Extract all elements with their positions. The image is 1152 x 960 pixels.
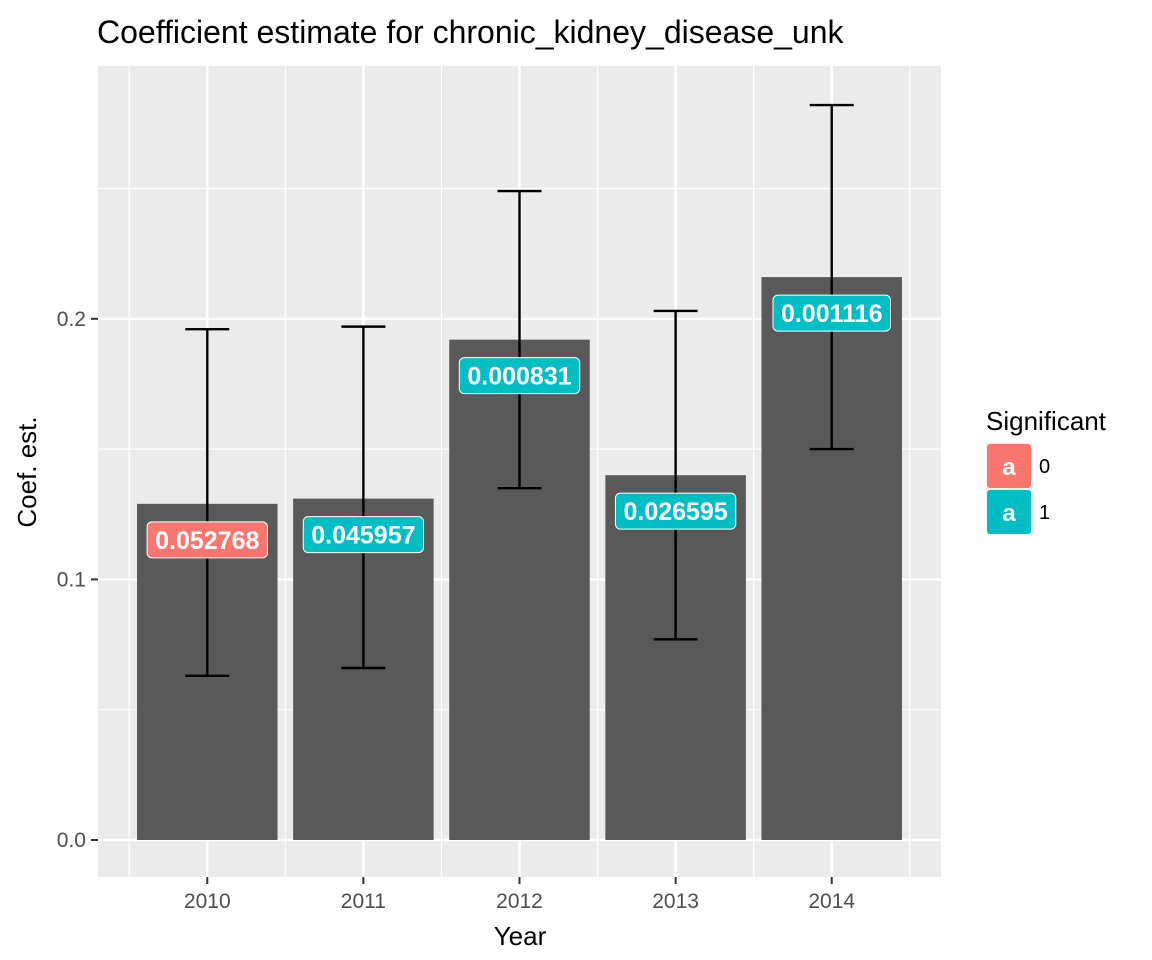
error-bar-2011 — [341, 325, 386, 670]
x-tick-label: 2010 — [184, 890, 231, 913]
y-tick-label: 0.2 — [57, 308, 86, 331]
error-bar-2012 — [497, 189, 542, 490]
y-tick-label: 0.0 — [57, 829, 86, 852]
data-label-2013: 0.026595 — [614, 492, 737, 530]
x-tick-label: 2012 — [496, 890, 543, 913]
error-bar-2014 — [809, 103, 854, 451]
error-bars — [185, 103, 854, 678]
x-tick-label: 2011 — [341, 890, 386, 913]
legend-key-glyph: a — [1002, 500, 1016, 527]
error-bar-2013 — [653, 309, 698, 641]
chart-title: Coefficient estimate for chronic_kidney_… — [97, 14, 845, 50]
svg-text:0.026595: 0.026595 — [623, 498, 727, 526]
x-axis-title: Year — [494, 921, 547, 951]
legend-key-glyph: a — [1002, 454, 1016, 481]
svg-text:0.052768: 0.052768 — [155, 527, 259, 555]
error-bar-2010 — [185, 328, 230, 678]
axes: 0.0 0.1 0.2 2010 2011 2012 2013 2014 — [57, 308, 856, 913]
data-label-2010: 0.052768 — [146, 521, 268, 559]
data-label-2011: 0.045957 — [302, 516, 425, 554]
legend-key-swatch — [987, 444, 1031, 488]
legend-label: 0 — [1039, 456, 1050, 478]
legend-label: 1 — [1039, 502, 1050, 524]
x-tick-label: 2014 — [808, 890, 855, 913]
y-axis-title: Coef. est. — [12, 416, 42, 527]
svg-text:0.001116: 0.001116 — [781, 300, 883, 328]
data-label-2012: 0.000831 — [458, 357, 581, 395]
legend: Significant a 0a 1 — [986, 406, 1107, 535]
svg-text:0.000831: 0.000831 — [467, 363, 571, 391]
legend-title: Significant — [986, 406, 1107, 436]
svg-text:0.045957: 0.045957 — [311, 522, 415, 550]
legend-key-swatch — [987, 490, 1031, 534]
data-label-2014: 0.001116 — [772, 294, 891, 332]
y-tick-label: 0.1 — [57, 568, 86, 591]
x-tick-label: 2013 — [652, 890, 699, 913]
data-labels: 0.052768 0.045957 0.000831 0.026595 0.001116 — [146, 294, 891, 559]
